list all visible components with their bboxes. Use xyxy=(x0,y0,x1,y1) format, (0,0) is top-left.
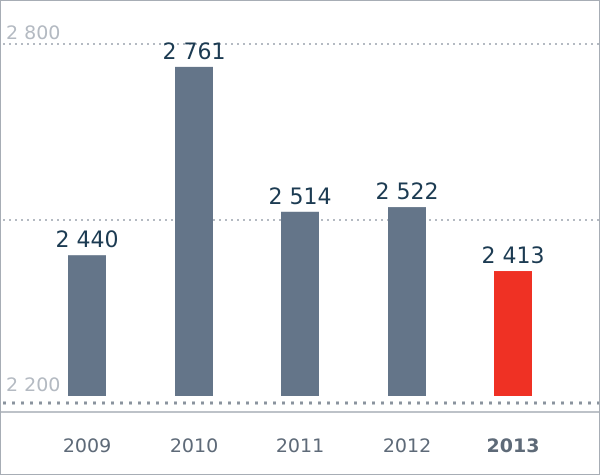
x-label-2010: 2010 xyxy=(170,435,218,457)
x-label-2013: 2013 xyxy=(487,435,540,457)
data-labels: 2 440 2 761 2 514 2 522 2 413 xyxy=(56,40,545,269)
data-label-2010: 2 761 xyxy=(163,40,226,65)
bar-2009 xyxy=(68,255,106,396)
bar-2013 xyxy=(494,271,532,396)
data-label-2009: 2 440 xyxy=(56,228,119,253)
x-label-2012: 2012 xyxy=(383,435,431,457)
data-label-2013: 2 413 xyxy=(482,244,545,269)
data-label-2012: 2 522 xyxy=(376,180,439,205)
y-axis-ticks: 2 200 2 800 xyxy=(6,22,60,396)
bar-2012 xyxy=(388,207,426,396)
x-label-2009: 2009 xyxy=(63,435,111,457)
bar-2010 xyxy=(175,66,213,396)
gridlines xyxy=(3,43,599,405)
y-tick-label-2800: 2 800 xyxy=(6,22,60,44)
y-tick-label-2200: 2 200 xyxy=(6,374,60,396)
x-axis: 2009 2010 2011 2012 2013 xyxy=(1,411,600,457)
x-label-2011: 2011 xyxy=(276,435,324,457)
data-label-2011: 2 514 xyxy=(269,185,332,210)
bar-2011 xyxy=(281,211,319,396)
bars xyxy=(68,66,532,396)
